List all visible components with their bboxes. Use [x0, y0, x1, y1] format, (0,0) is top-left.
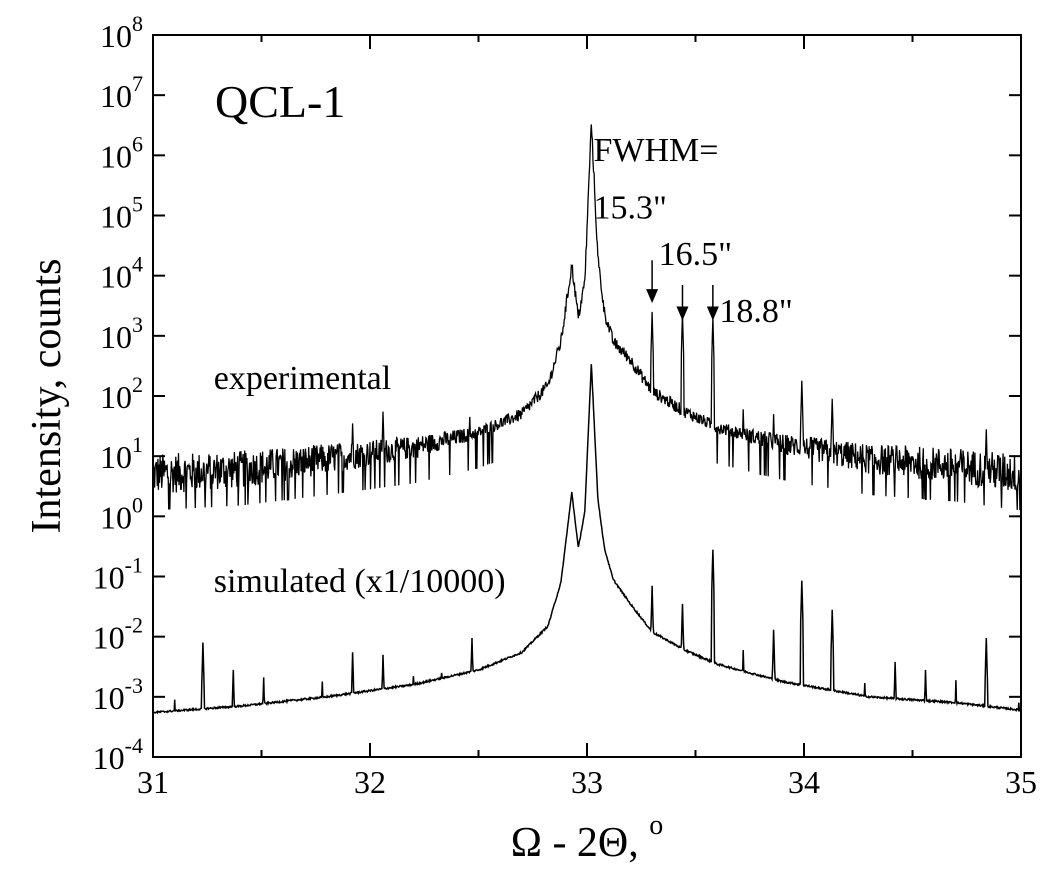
series-experimental-line	[152, 124, 1022, 511]
x-tick-label: 32	[354, 764, 386, 800]
fwhm-arrow-head	[676, 306, 689, 321]
y-tick-label: 10-2	[93, 613, 143, 656]
y-tick-label: 101	[100, 432, 143, 475]
y-axis-title: Intensity, counts	[24, 259, 70, 534]
x-axis-title: Ω - 2Θ, o	[511, 810, 664, 866]
trace-layer	[152, 124, 1022, 715]
panel-title: QCL-1	[215, 76, 345, 127]
annotation-label: 15.3"	[594, 189, 667, 226]
annotation-label: 16.5"	[659, 236, 732, 273]
annotation-label: FWHM=	[594, 132, 719, 169]
y-tick-label: 106	[100, 131, 143, 174]
x-axis-title-main: Ω - 2Θ,	[511, 820, 650, 866]
y-tick-layer: 10-4 10-3 10-2 10-1 100 101 102 103 104 105 106 107…	[93, 11, 1021, 776]
fwhm-arrow-head	[646, 289, 659, 304]
x-tick-label: 33	[571, 764, 603, 800]
x-tick-layer: 31 32 33 34 35	[137, 35, 1037, 800]
y-tick-label: 104	[100, 252, 143, 295]
annotation-label: simulated (x1/10000)	[214, 563, 506, 600]
annotation-label: 18.8"	[719, 293, 792, 330]
y-tick-label: 10-3	[93, 673, 143, 716]
x-tick-label: 34	[788, 764, 820, 800]
x-tick-label: 31	[137, 764, 169, 800]
y-tick-label: 103	[100, 312, 143, 355]
y-tick-label: 100	[100, 492, 143, 535]
y-tick-label: 10-1	[93, 553, 143, 596]
y-tick-label: 107	[100, 71, 143, 114]
y-tick-label: 108	[100, 11, 143, 54]
arrow-layer	[646, 260, 719, 321]
fwhm-arrow-head	[706, 306, 719, 321]
series-simulated-line	[152, 364, 1022, 715]
x-tick-label: 35	[1005, 764, 1037, 800]
y-tick-label: 105	[100, 192, 143, 235]
y-tick-label: 102	[100, 372, 143, 415]
annotation-label: experimental	[214, 360, 391, 397]
x-axis-title-degree: o	[649, 810, 663, 841]
annotation-layer: experimental simulated (x1/10000) FWHM= 15.…	[214, 132, 793, 600]
y-tick-label: 10-4	[93, 733, 143, 776]
